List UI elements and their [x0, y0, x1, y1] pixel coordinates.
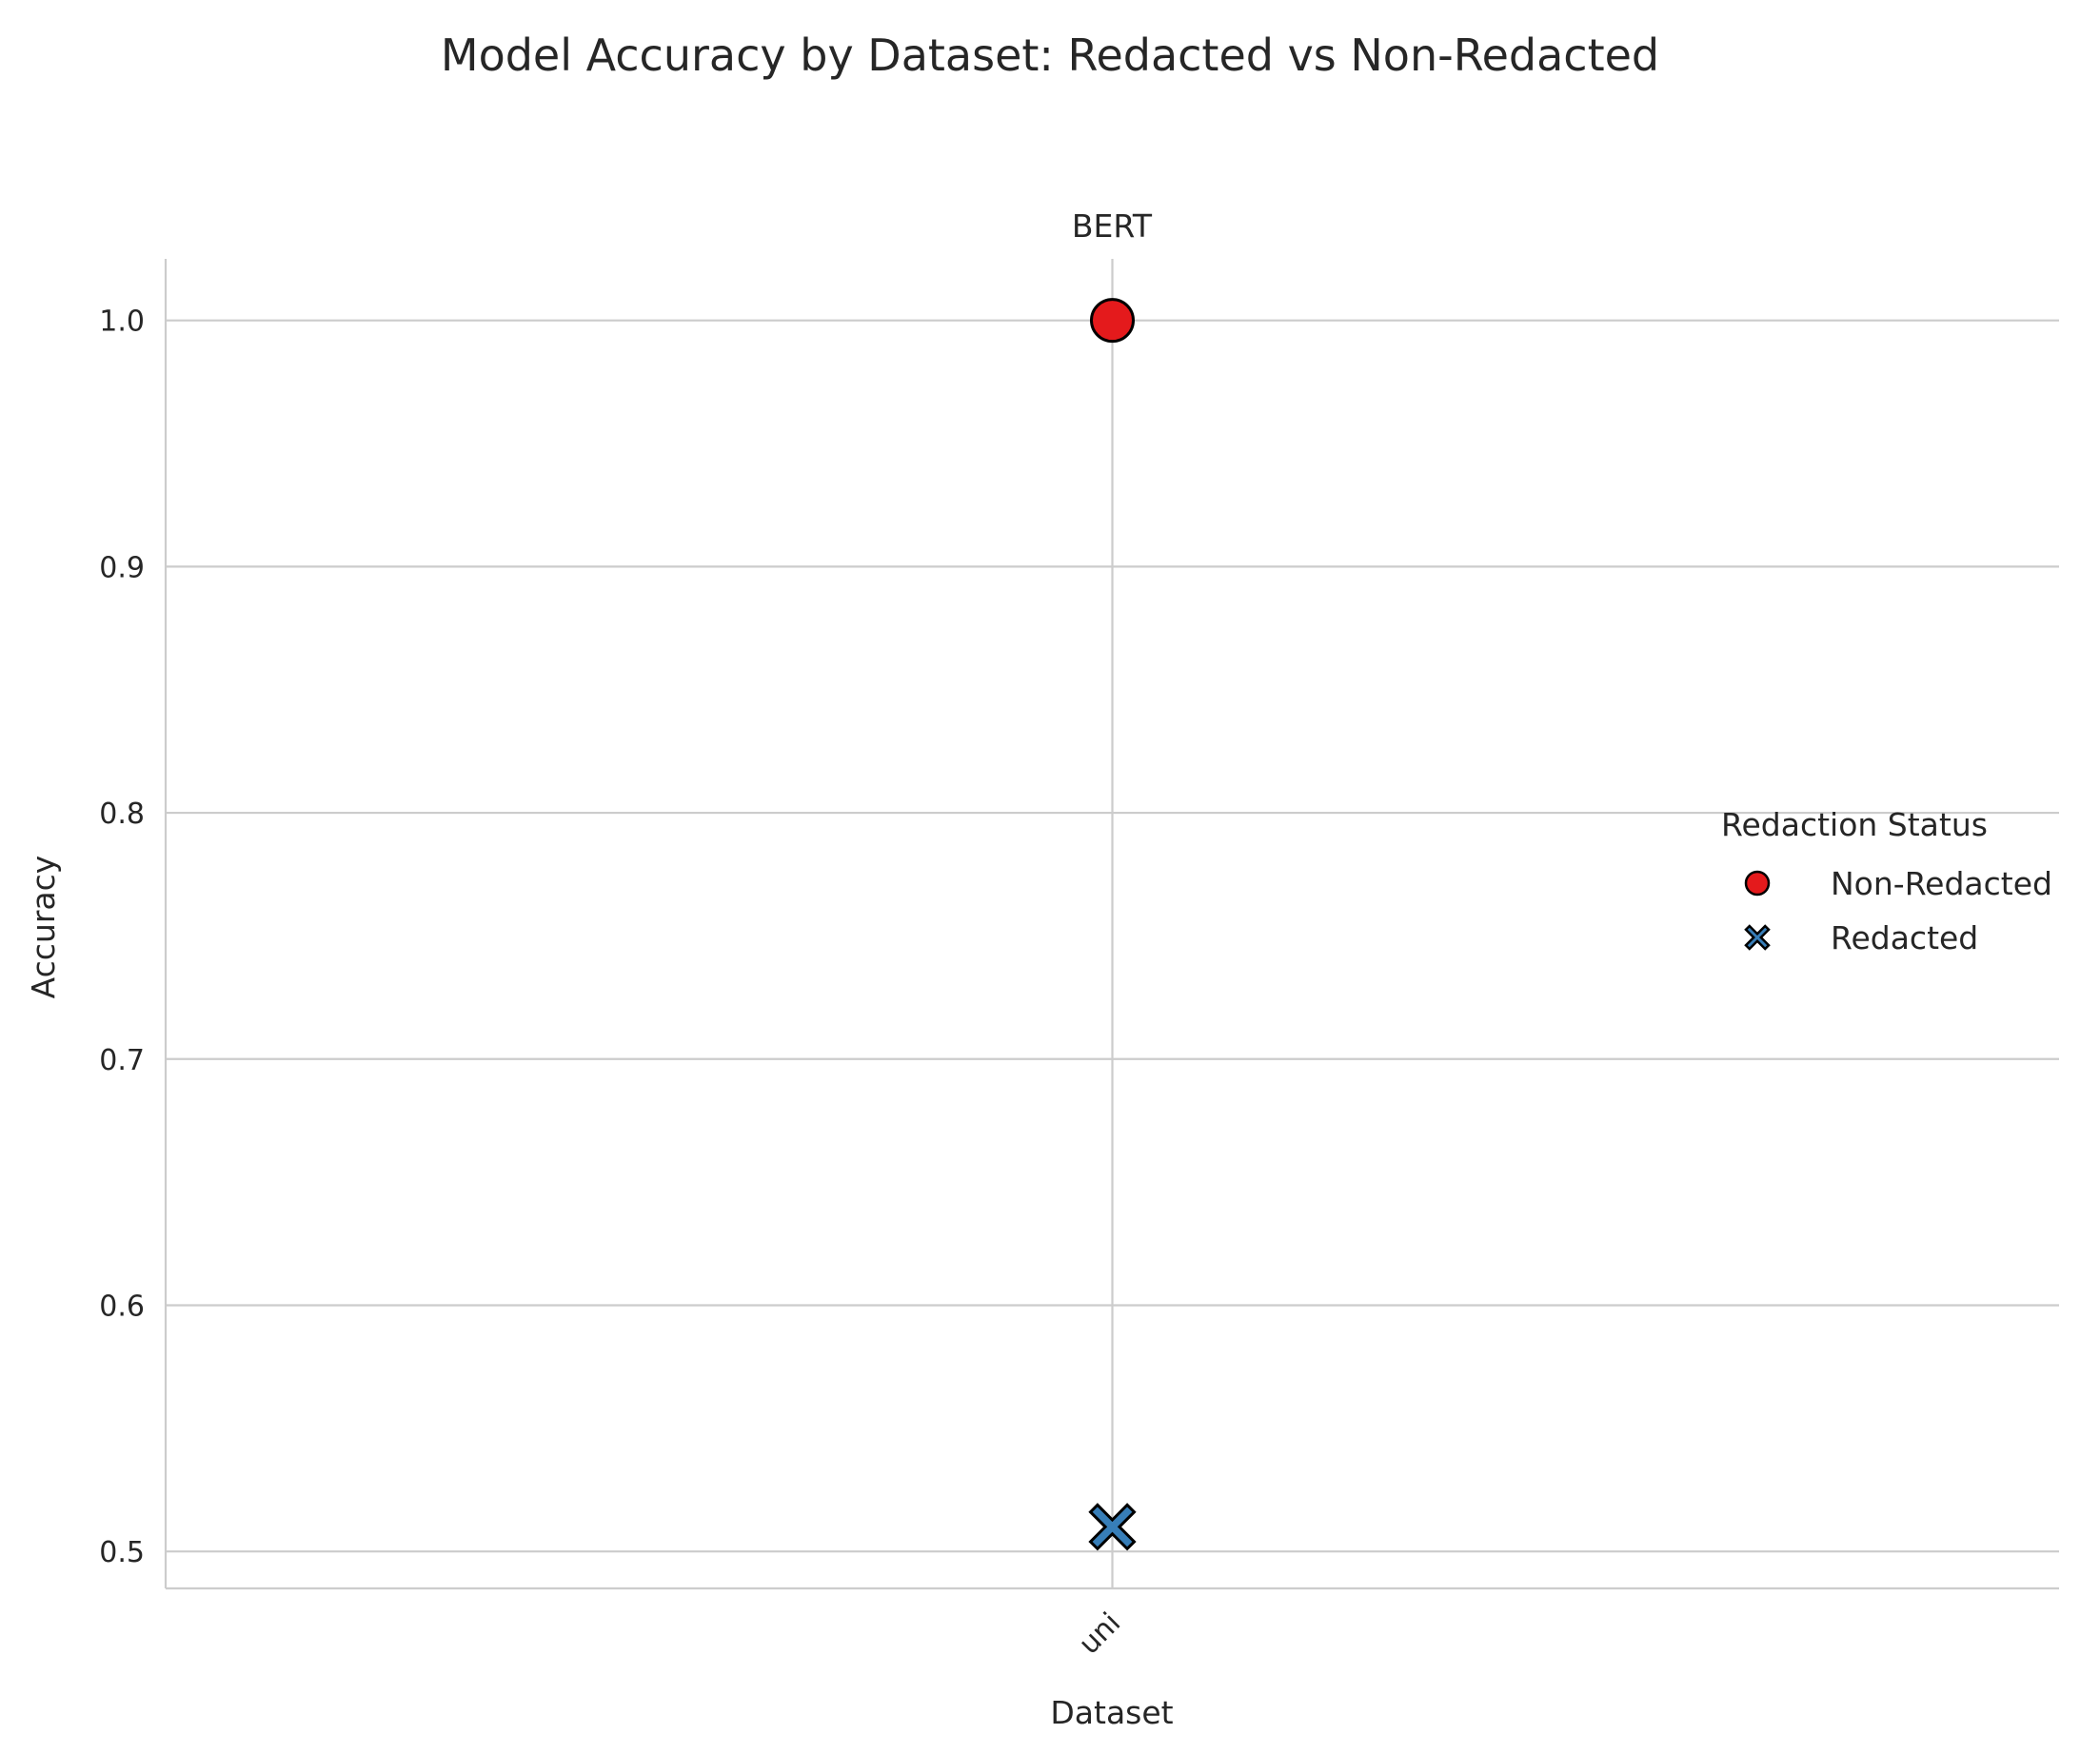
legend-marker-redacted	[1744, 924, 1771, 951]
non-redacted-point	[1090, 298, 1135, 344]
data-points	[1088, 298, 1137, 1551]
legend-label-redacted: Redacted	[1831, 919, 1978, 956]
legend-items: Non-Redacted Redacted	[1744, 865, 2052, 956]
x-tick-label: uni	[1073, 1606, 1128, 1662]
y-tick-label: 1.0	[99, 305, 145, 339]
chart-title: Model Accuracy by Dataset: Redacted vs N…	[441, 30, 1659, 81]
grid-layer	[166, 259, 2059, 1588]
y-axis-label: Accuracy	[25, 856, 62, 999]
facet-title: BERT	[1072, 207, 1153, 245]
y-tick-label: 0.8	[99, 798, 145, 831]
legend: Redaction Status Non-Redacted Redacted	[1721, 806, 2052, 956]
legend-marker-non-redacted	[1744, 870, 1771, 897]
x-axis-label: Dataset	[1050, 1694, 1173, 1731]
y-tick-label: 0.6	[99, 1290, 145, 1323]
legend-title: Redaction Status	[1721, 806, 1988, 843]
redacted-point	[1088, 1503, 1137, 1551]
tick-labels: 0.5 0.6 0.7 0.8 0.9 1.0 uni	[99, 305, 1127, 1662]
y-tick-label: 0.5	[99, 1536, 145, 1569]
axes-layer	[164, 259, 2059, 1590]
y-tick-label: 0.9	[99, 551, 145, 584]
y-tick-label: 0.7	[99, 1044, 145, 1077]
legend-label-non-redacted: Non-Redacted	[1831, 865, 2052, 902]
